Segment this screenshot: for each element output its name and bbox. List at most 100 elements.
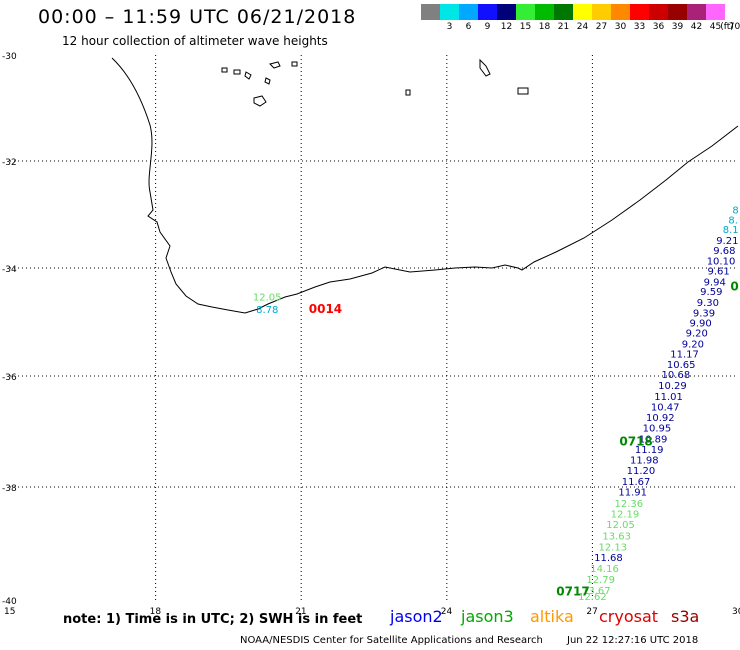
colorbar-swatch [554, 4, 573, 20]
longitude-label: 21 [295, 607, 306, 617]
satellite-legend-s3a: s3a [671, 607, 700, 626]
pass-time-label: 0014 [309, 302, 342, 316]
graticule: 15 18 21 24 27 30 -30 -32 -34 -36 -38 -40 [2, 52, 740, 617]
wave-height-value: 9.21 [716, 236, 738, 247]
wave-height-value: 12.05 [253, 292, 282, 303]
credit-line: NOAA/NESDIS Center for Satellite Applica… [240, 635, 543, 646]
island-1 [221, 67, 228, 73]
colorbar-swatch [630, 4, 649, 20]
wave-height-value: 12.13 [598, 542, 627, 553]
generation-timestamp: Jun 22 12:27:16 UTC 2018 [567, 635, 699, 646]
wave-height-value: 8 [732, 205, 738, 216]
wave-height-value: 12.05 [606, 520, 635, 531]
island-4 [253, 95, 267, 107]
latitude-label: -30 [2, 52, 17, 62]
colorbar-tick-label: 18 [538, 22, 551, 32]
colorbar-tick-label: 36 [652, 22, 665, 32]
island-10 [517, 87, 529, 95]
map-subtitle: 12 hour collection of altimeter wave hei… [62, 34, 328, 48]
island-2 [233, 69, 241, 75]
colorbar-swatch [459, 4, 478, 20]
colorbar-swatch [421, 4, 440, 20]
longitude-label: 30 [732, 607, 740, 617]
colorbar-swatch [687, 4, 706, 20]
wave-height-value: 13.63 [602, 532, 631, 543]
wave-height-value: 11.19 [635, 445, 664, 456]
wave-height-value: 10.47 [651, 402, 680, 413]
latitude-label: -38 [2, 484, 17, 494]
wave-height-value: 13.67 [582, 586, 611, 597]
colorbar-tick-label: 39 [671, 22, 684, 32]
colorbar-unit: (ft) [720, 22, 734, 32]
wave-height-value: 14.16 [590, 564, 619, 575]
wave-height-value: 11.98 [630, 456, 659, 467]
colorbar-swatch [592, 4, 611, 20]
colorbar-tick-label: 12 [500, 22, 513, 32]
colorbar-tick-label: 33 [633, 22, 646, 32]
colorbar-tick-label: 27 [595, 22, 608, 32]
wave-height-value: 10.95 [643, 424, 672, 435]
colorbar-swatch [649, 4, 668, 20]
colorbar-tick-label: 9 [484, 22, 491, 32]
colorbar-swatch [573, 4, 592, 20]
wave-height-value: 8. [728, 216, 738, 227]
latitude-label: -36 [2, 373, 17, 383]
colorbar-tick-label: 6 [465, 22, 472, 32]
colorbar-swatch [440, 4, 459, 20]
south-africa-coastline [111, 57, 739, 314]
island-6 [269, 61, 281, 69]
colorbar-swatch [611, 4, 630, 20]
wave-height-value: 12.36 [614, 499, 643, 510]
wave-height-value: 12.79 [586, 575, 615, 586]
island-9 [479, 58, 491, 77]
wave-height-value: 10.68 [662, 370, 691, 381]
satellite-legend-altika: altika [530, 607, 574, 626]
wave-height-value: 9.68 [713, 246, 735, 257]
wave-height-value: 8.1 [723, 225, 739, 236]
wave-height-value: 10.92 [646, 413, 675, 424]
pass-time-label: 0 [730, 280, 738, 294]
wave-height-value: 12.19 [611, 510, 640, 521]
longitude-label: 18 [150, 607, 162, 617]
latitude-label: -32 [2, 158, 17, 168]
colorbar-swatch [668, 4, 687, 20]
wave-height-value: 11.17 [670, 350, 699, 361]
wave-height-value: 11.67 [622, 477, 651, 488]
colorbar-swatch [706, 4, 725, 20]
wave-height-value: 11.20 [627, 466, 656, 477]
wave-height-value: 10.65 [667, 360, 696, 371]
colorbar-tick-label: 24 [576, 22, 589, 32]
pass-time-label: 0717 [556, 584, 589, 598]
wave-height-value: 9.94 [704, 277, 726, 288]
wave-height-value: 9.61 [707, 266, 729, 277]
colorbar-swatch [725, 4, 740, 20]
wave-height-value: 9.39 [693, 309, 715, 320]
colorbar-swatch [535, 4, 554, 20]
satellite-legend-jason3: jason3 [461, 607, 514, 626]
island-5 [264, 77, 271, 85]
wave-height-value: 11.01 [654, 392, 683, 403]
wave-height-value: 9.20 [682, 339, 704, 350]
colorbar-tick-label: 3 [446, 22, 453, 32]
longitude-label: 27 [586, 607, 597, 617]
colorbar-tick-label: 42 [690, 22, 703, 32]
colorbar-swatch [516, 4, 535, 20]
island-3 [244, 71, 252, 80]
colorbar-swatch [478, 4, 497, 20]
colorbar-tick-label: 70 [728, 22, 740, 32]
wave-height-colorbar [421, 4, 740, 20]
wave-height-value: 11.91 [618, 487, 647, 498]
wave-height-value: 9.59 [700, 287, 722, 298]
altimeter-track: 12.05 8.78 88.8.19.219.6810.109.619.949.59… [253, 205, 739, 603]
wave-height-value: 11.68 [594, 553, 623, 564]
longitude-label: 15 [4, 607, 15, 617]
wave-height-value: 12.62 [578, 592, 607, 603]
latitude-label: -40 [2, 597, 17, 607]
pass-time-label: 0718 [619, 434, 652, 448]
wave-height-value: 9.20 [686, 329, 708, 340]
latitude-label: -34 [2, 265, 17, 275]
coastline [111, 57, 739, 314]
map-title: 00:00 – 11:59 UTC 06/21/2018 [38, 6, 357, 28]
colorbar-tick-label: 45 [709, 22, 722, 32]
